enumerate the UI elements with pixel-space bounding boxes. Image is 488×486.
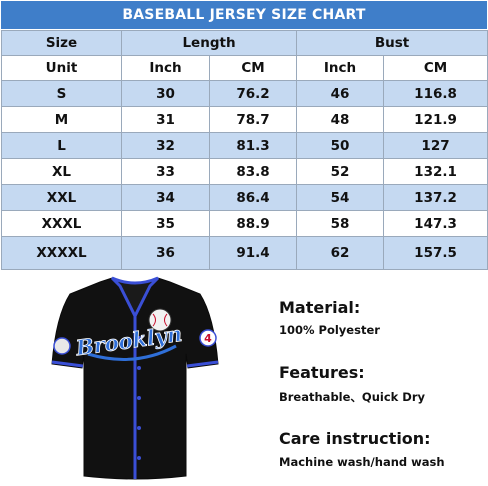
table-row: XL 33 83.8 52 132.1	[1, 158, 488, 185]
care-value: Machine wash/hand wash	[279, 455, 445, 469]
right-sleeve-trim	[186, 360, 219, 368]
bust-cm-cell: 121.9	[383, 106, 488, 133]
table-header-row: Size Length Bust	[1, 30, 488, 56]
length-cm-cell: 78.7	[208, 106, 298, 133]
length-cm-cell: 76.2	[208, 80, 298, 107]
bust-cm-cell: 147.3	[383, 210, 488, 237]
length-inch-cell: 35	[121, 210, 210, 237]
size-cell: S	[1, 80, 122, 107]
bust-inch-cell: 62	[296, 236, 385, 270]
script-swoosh	[87, 344, 177, 361]
bust-inch-cell: 50	[296, 132, 385, 159]
header-length-cm: CM	[208, 55, 298, 81]
jersey-collar	[110, 276, 160, 320]
table-row: XXL 34 86.4 54 137.2	[1, 184, 488, 211]
table-row: XXXXL 36 91.4 62 157.5	[1, 236, 488, 270]
header-bust: Bust	[296, 30, 488, 56]
header-bust-inch: Inch	[296, 55, 385, 81]
length-cm-cell: 81.3	[208, 132, 298, 159]
table-row: L 32 81.3 50 127	[1, 132, 488, 159]
length-cm-cell: 88.9	[208, 210, 298, 237]
features-value: Breathable、Quick Dry	[279, 390, 426, 404]
header-size: Size	[1, 30, 122, 56]
bust-cm-cell: 137.2	[383, 184, 488, 211]
left-sleeve-trim	[51, 360, 84, 368]
material-value: 100% Polyester	[279, 323, 380, 337]
size-cell: XXL	[1, 184, 122, 211]
size-cell: M	[1, 106, 122, 133]
care-heading: Care instruction:	[279, 429, 431, 448]
size-cell: L	[1, 132, 122, 159]
bust-inch-cell: 52	[296, 158, 385, 185]
left-sleeve-patch	[53, 337, 71, 355]
header-length: Length	[120, 30, 298, 56]
baseball-icon	[148, 308, 172, 332]
length-inch-cell: 36	[121, 236, 210, 270]
bust-inch-cell: 48	[296, 106, 385, 133]
material-heading: Material:	[279, 298, 361, 317]
chart-title: BASEBALL JERSEY SIZE CHART	[1, 1, 487, 29]
baseball-stitch-icon	[152, 313, 168, 327]
sleeve-number: 4	[204, 332, 212, 345]
size-chart-table: Size Length Bust Unit Inch CM Inch CM S …	[1, 30, 488, 270]
length-inch-cell: 30	[121, 80, 210, 107]
length-inch-cell: 33	[121, 158, 210, 185]
length-cm-cell: 91.4	[208, 236, 298, 270]
size-cell: XL	[1, 158, 122, 185]
table-row: XXXL 35 88.9 58 147.3	[1, 210, 488, 237]
size-cell: XXXXL	[1, 236, 122, 270]
table-unit-row: Unit Inch CM Inch CM	[1, 55, 488, 81]
table-row: M 31 78.7 48 121.9	[1, 106, 488, 133]
length-cm-cell: 86.4	[208, 184, 298, 211]
table-row: S 30 76.2 46 116.8	[1, 80, 488, 107]
header-unit: Unit	[1, 55, 122, 81]
length-inch-cell: 32	[121, 132, 210, 159]
bust-cm-cell: 116.8	[383, 80, 488, 107]
length-inch-cell: 31	[121, 106, 210, 133]
jersey-buttons	[137, 336, 141, 460]
features-heading: Features:	[279, 363, 365, 382]
bust-inch-cell: 46	[296, 80, 385, 107]
jersey-image: 4 Brooklyn	[40, 276, 230, 482]
bust-cm-cell: 127	[383, 132, 488, 159]
header-length-inch: Inch	[121, 55, 210, 81]
bust-inch-cell: 58	[296, 210, 385, 237]
length-inch-cell: 34	[121, 184, 210, 211]
bust-inch-cell: 54	[296, 184, 385, 211]
size-cell: XXXL	[1, 210, 122, 237]
length-cm-cell: 83.8	[208, 158, 298, 185]
right-sleeve-patch	[199, 329, 217, 347]
bust-cm-cell: 157.5	[383, 236, 488, 270]
jersey-illustration: 4 Brooklyn	[51, 276, 219, 480]
header-bust-cm: CM	[383, 55, 488, 81]
bust-cm-cell: 132.1	[383, 158, 488, 185]
